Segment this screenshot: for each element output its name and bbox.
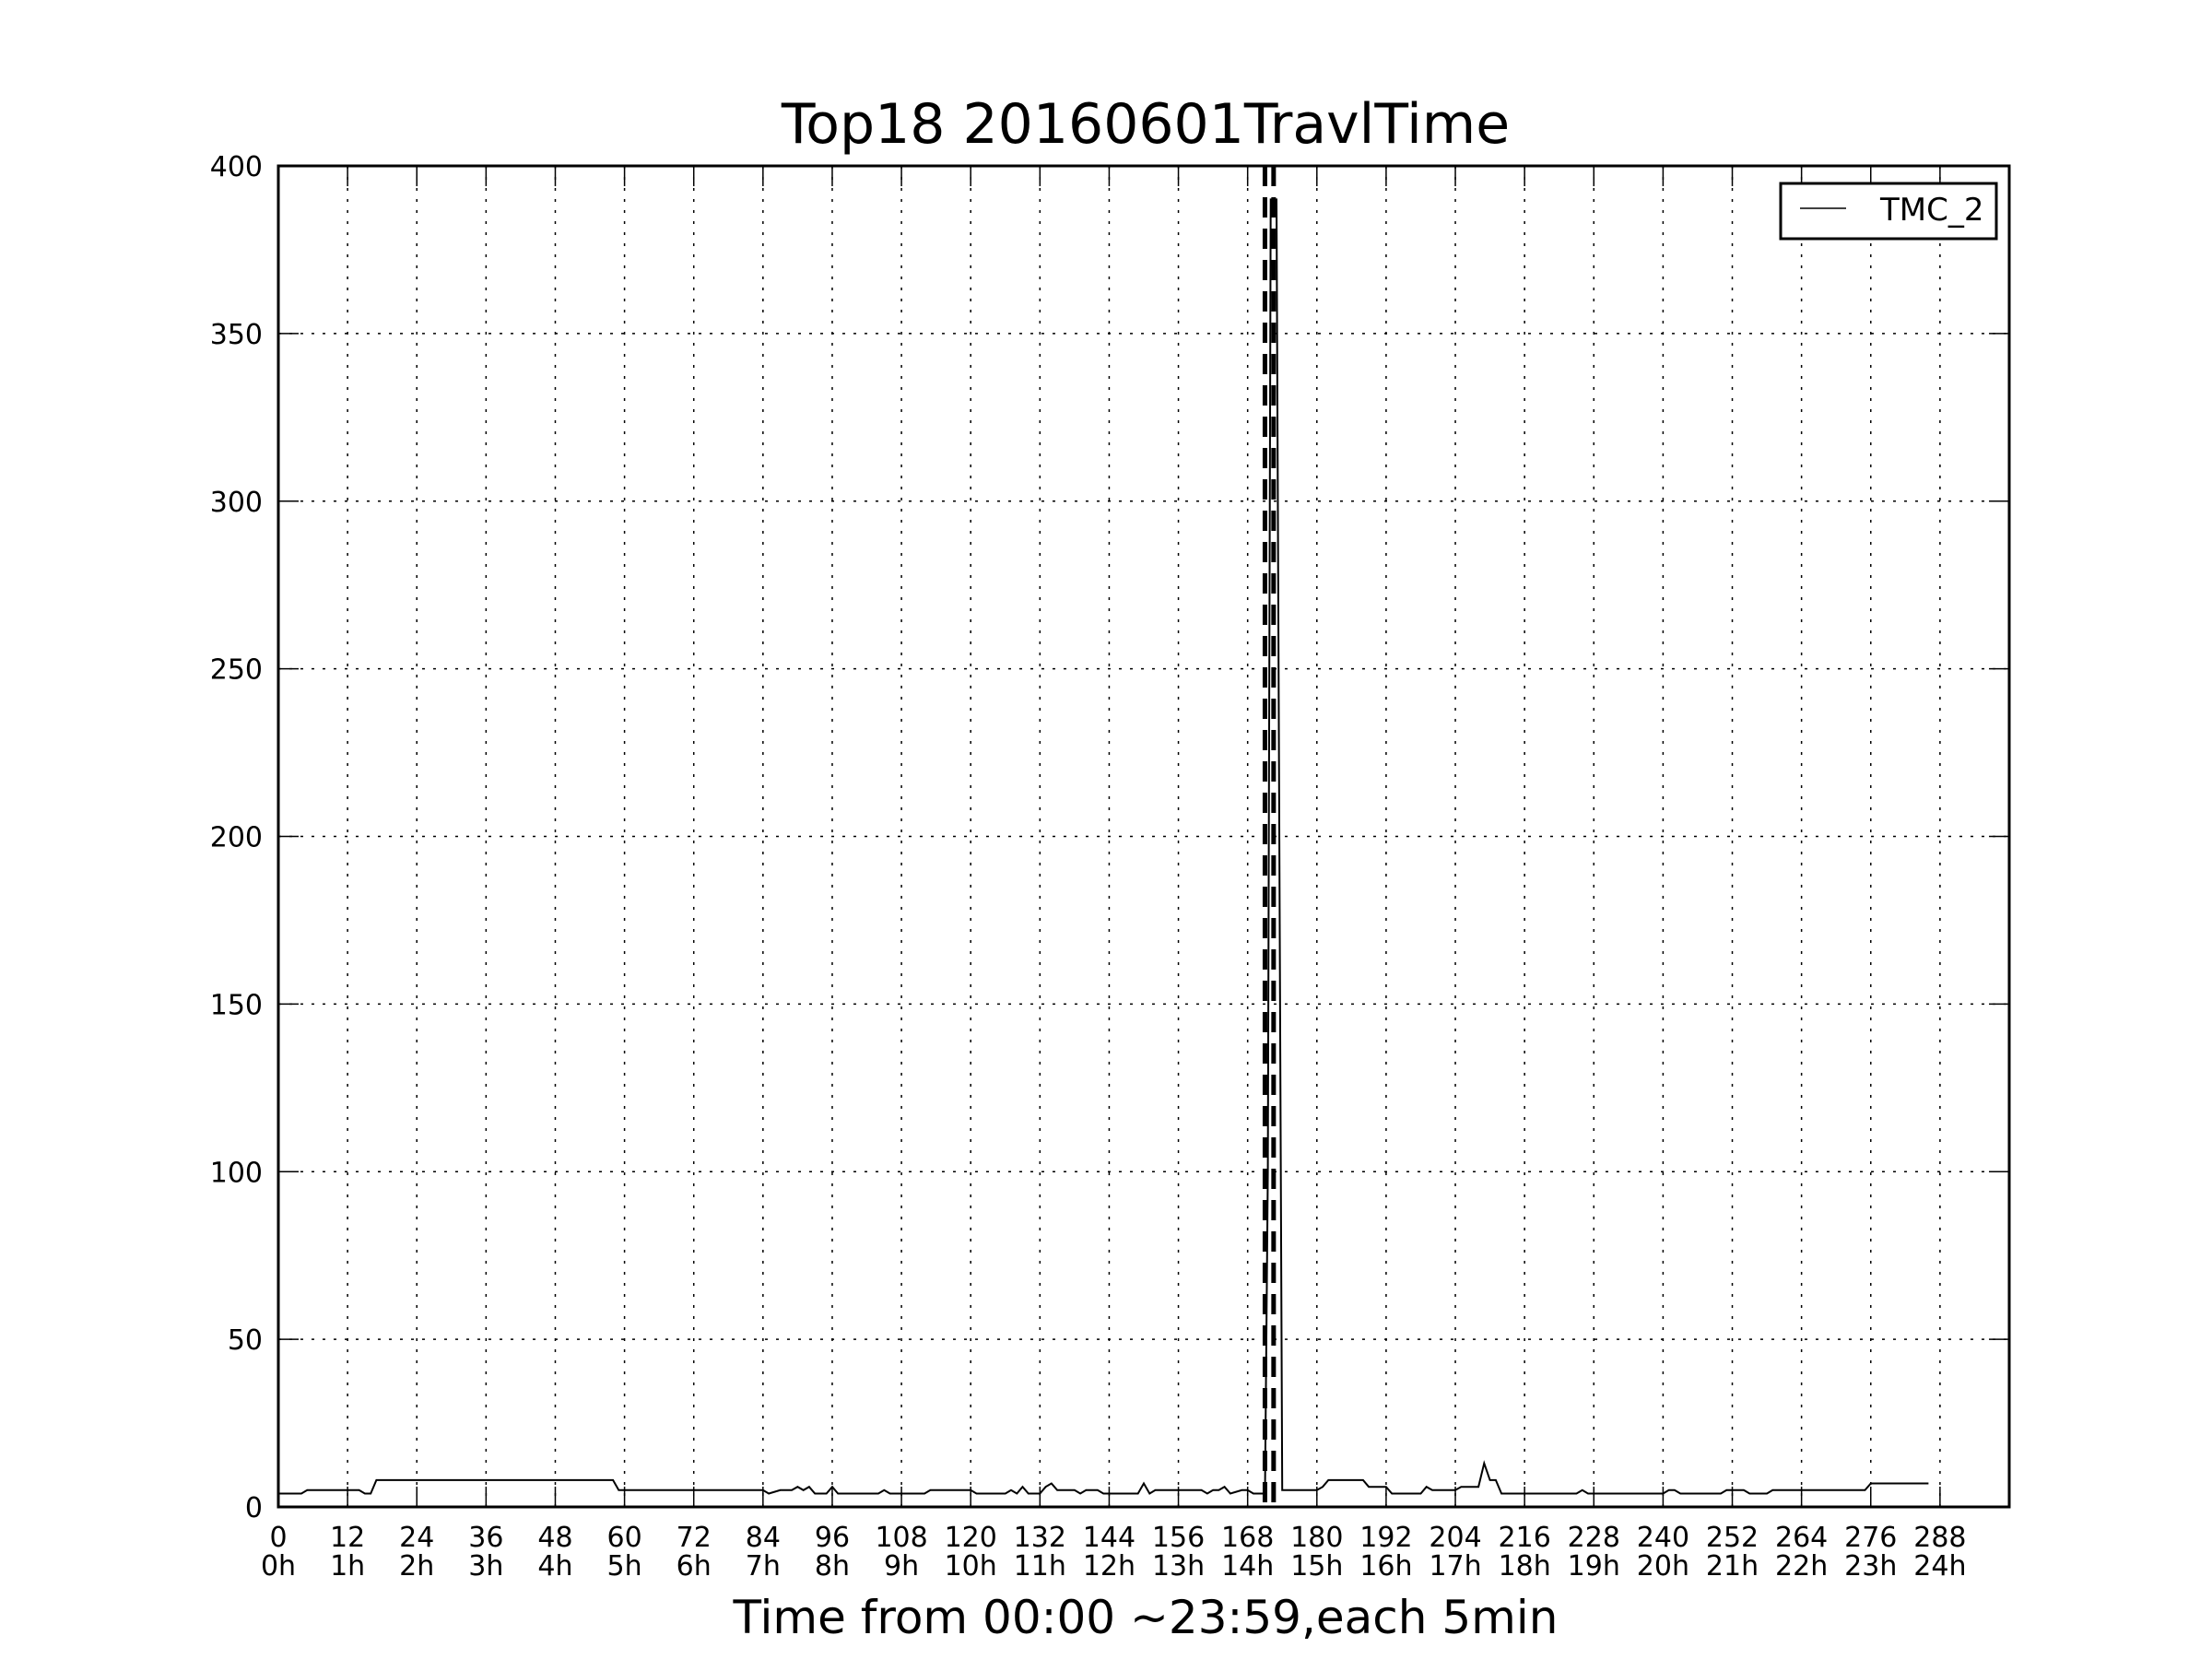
x-tick-label: 216 (1499, 1522, 1551, 1554)
x-tick-label-hour: 14h (1221, 1550, 1274, 1583)
x-tick-label: 264 (1775, 1522, 1828, 1554)
x-tick-label: 144 (1083, 1522, 1135, 1554)
x-tick-label: 252 (1706, 1522, 1759, 1554)
x-tick-label-hour: 23h (1844, 1550, 1897, 1583)
x-tick-label-hour: 12h (1083, 1550, 1135, 1583)
x-tick-label: 192 (1359, 1522, 1412, 1554)
x-axis-label: Time from 00:00 ~23:59,each 5min (733, 1591, 1559, 1644)
x-tick-label: 12 (330, 1522, 365, 1554)
y-tick-label: 250 (210, 654, 263, 687)
legend-box (1779, 182, 1998, 241)
x-tick-label-hour: 21h (1706, 1550, 1759, 1583)
x-tick-label-hour: 16h (1359, 1550, 1412, 1583)
x-tick-label-hour: 0h (261, 1550, 296, 1583)
x-tick-label: 276 (1844, 1522, 1897, 1554)
x-tick-label: 120 (945, 1522, 997, 1554)
legend: TMC_2 (1779, 182, 1998, 241)
y-tick-label: 0 (245, 1492, 263, 1524)
grid-lines (278, 166, 2009, 1507)
x-tick-label: 24 (399, 1522, 434, 1554)
x-tick-label-hour: 4h (537, 1550, 572, 1583)
x-tick-label: 0 (269, 1522, 287, 1554)
x-tick-label: 48 (537, 1522, 572, 1554)
x-tick-label: 36 (468, 1522, 503, 1554)
marker-lines (1262, 166, 1277, 1507)
x-tick-label-hour: 9h (884, 1550, 919, 1583)
x-tick-label-hour: 22h (1775, 1550, 1828, 1583)
y-tick-label: 300 (210, 487, 263, 519)
x-tick-label: 132 (1014, 1522, 1066, 1554)
x-tick-label: 96 (815, 1522, 850, 1554)
x-tick-label-hour: 17h (1429, 1550, 1481, 1583)
x-tick-label-hour: 19h (1568, 1550, 1620, 1583)
x-tick-label-hour: 20h (1637, 1550, 1689, 1583)
x-tick-label: 108 (875, 1522, 927, 1554)
x-tick-label-hour: 7h (746, 1550, 781, 1583)
x-tick-label-hour: 6h (677, 1550, 712, 1583)
series-lines (278, 198, 1929, 1495)
x-tick-label: 156 (1152, 1522, 1205, 1554)
axis-ticks (277, 165, 2009, 1508)
x-tick-label-hour: 5h (607, 1550, 642, 1583)
x-tick-label-hour: 8h (815, 1550, 850, 1583)
legend-label-tmc-2: TMC_2 (1879, 192, 1983, 229)
x-tick-label-hour: 10h (945, 1550, 997, 1583)
x-tick-label: 168 (1221, 1522, 1274, 1554)
y-tick-label: 350 (210, 319, 263, 351)
x-tick-label: 180 (1290, 1522, 1343, 1554)
x-tick-label-hour: 13h (1152, 1550, 1205, 1583)
y-tick-label: 100 (210, 1157, 263, 1189)
x-tick-label-hour: 11h (1014, 1550, 1066, 1583)
y-tick-label: 150 (210, 989, 263, 1021)
x-tick-label-hour: 18h (1499, 1550, 1551, 1583)
y-tick-labels: 0 50 100 150 200 250 300 350 400 (210, 151, 263, 1524)
y-tick-label: 50 (228, 1324, 263, 1357)
x-tick-label-hour: 15h (1290, 1550, 1343, 1583)
x-tick-label-hour: 2h (399, 1550, 434, 1583)
x-tick-label: 60 (607, 1522, 642, 1554)
series-line-tmc-2 (278, 198, 1929, 1495)
x-tick-label: 228 (1568, 1522, 1620, 1554)
chart-title: Top18 20160601TravlTime (781, 92, 1510, 157)
x-tick-label: 204 (1429, 1522, 1481, 1554)
x-tick-label-hour: 3h (468, 1550, 503, 1583)
x-tick-label: 288 (1913, 1522, 1966, 1554)
x-tick-label: 72 (677, 1522, 712, 1554)
x-tick-label-hour: 24h (1913, 1550, 1966, 1583)
x-tick-label-hour: 1h (330, 1550, 365, 1583)
x-tick-label: 240 (1637, 1522, 1689, 1554)
y-tick-label: 200 (210, 822, 263, 854)
x-tick-label: 84 (746, 1522, 781, 1554)
y-tick-label: 400 (210, 151, 263, 183)
